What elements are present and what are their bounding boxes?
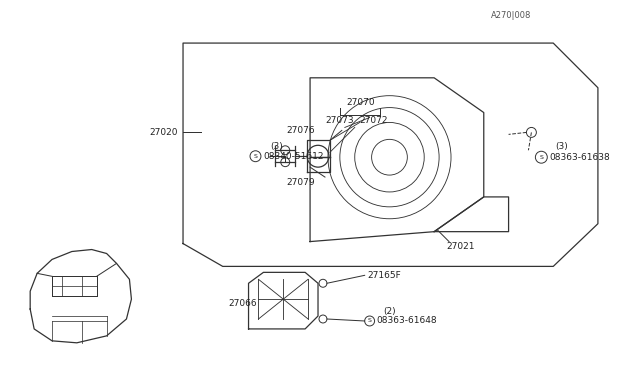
Text: 08363-61638: 08363-61638	[549, 153, 610, 162]
Text: 27076: 27076	[286, 126, 315, 135]
Text: 27079: 27079	[286, 177, 315, 186]
Text: S: S	[253, 154, 257, 159]
Text: 27070: 27070	[347, 98, 376, 107]
Text: S: S	[540, 155, 543, 160]
Text: (3): (3)	[270, 142, 283, 151]
Text: 27165F: 27165F	[367, 271, 401, 280]
Text: 27072: 27072	[360, 116, 388, 125]
Text: 08340-51612: 08340-51612	[264, 152, 324, 161]
Text: 27020: 27020	[149, 128, 178, 137]
Text: S: S	[368, 318, 372, 324]
Text: 27073: 27073	[325, 116, 353, 125]
Text: (3): (3)	[556, 142, 568, 151]
Text: 27066: 27066	[228, 299, 257, 308]
Text: A270|008: A270|008	[491, 11, 531, 20]
Text: (2): (2)	[383, 307, 396, 315]
Text: 27021: 27021	[446, 242, 474, 251]
Text: 08363-61648: 08363-61648	[376, 317, 437, 326]
